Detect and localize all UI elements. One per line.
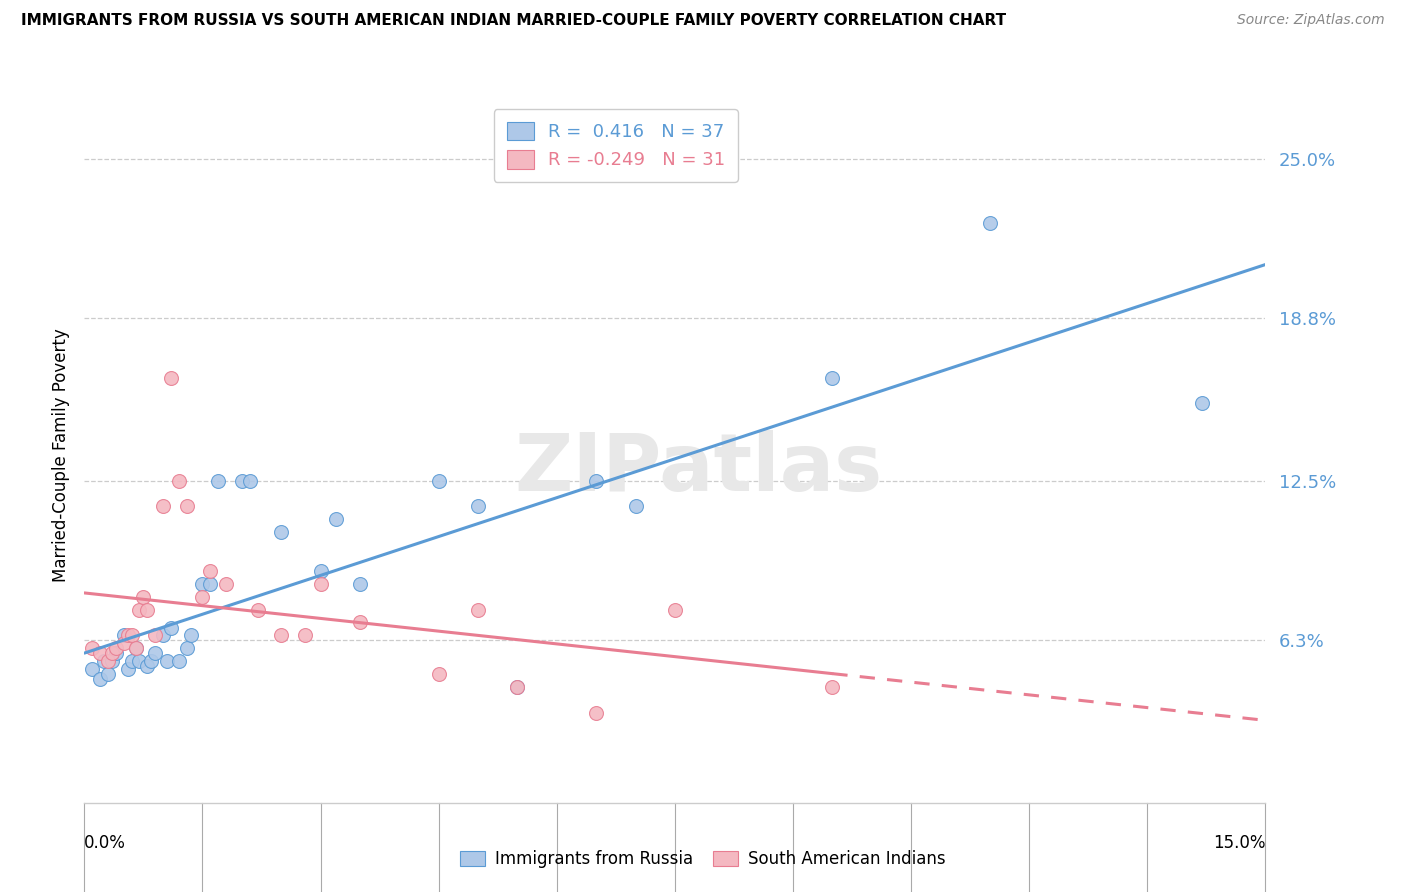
Point xyxy=(128,654,150,668)
Point xyxy=(104,641,127,656)
Point xyxy=(349,615,371,630)
Point xyxy=(117,662,139,676)
Point xyxy=(325,512,347,526)
Point xyxy=(82,641,104,656)
Point xyxy=(167,474,190,488)
Point xyxy=(200,576,222,591)
Y-axis label: Married-Couple Family Poverty: Married-Couple Family Poverty xyxy=(52,328,70,582)
Point xyxy=(979,216,1001,230)
Point xyxy=(207,474,229,488)
Text: 0.0%: 0.0% xyxy=(84,834,127,852)
Point xyxy=(160,370,183,384)
Point xyxy=(1191,396,1213,410)
Point xyxy=(93,654,115,668)
Point xyxy=(176,500,198,514)
Point xyxy=(128,602,150,616)
Point xyxy=(143,646,166,660)
Point xyxy=(167,654,190,668)
Point xyxy=(180,628,202,642)
Point xyxy=(97,667,120,681)
Point xyxy=(215,576,238,591)
Point xyxy=(112,628,135,642)
Point xyxy=(101,646,124,660)
Point xyxy=(624,500,647,514)
Point xyxy=(124,641,146,656)
Point xyxy=(467,500,489,514)
Point xyxy=(467,602,489,616)
Point xyxy=(136,659,159,673)
Point xyxy=(246,602,269,616)
Point xyxy=(89,646,111,660)
Point xyxy=(124,641,146,656)
Text: ZIPatlas: ZIPatlas xyxy=(515,430,883,508)
Point xyxy=(82,662,104,676)
Point xyxy=(121,654,143,668)
Legend: R =  0.416   N = 37, R = -0.249   N = 31: R = 0.416 N = 37, R = -0.249 N = 31 xyxy=(494,109,738,182)
Point xyxy=(239,474,262,488)
Point xyxy=(176,641,198,656)
Point xyxy=(270,525,292,540)
Point xyxy=(152,628,174,642)
Point xyxy=(349,576,371,591)
Point xyxy=(121,628,143,642)
Point xyxy=(506,680,529,694)
Point xyxy=(156,654,179,668)
Text: IMMIGRANTS FROM RUSSIA VS SOUTH AMERICAN INDIAN MARRIED-COUPLE FAMILY POVERTY CO: IMMIGRANTS FROM RUSSIA VS SOUTH AMERICAN… xyxy=(21,13,1007,29)
Point xyxy=(141,654,163,668)
Point xyxy=(585,706,607,720)
Point xyxy=(821,680,844,694)
Point xyxy=(294,628,316,642)
Point xyxy=(309,564,332,578)
Point xyxy=(821,370,844,384)
Point xyxy=(160,621,183,635)
Point xyxy=(427,474,450,488)
Point xyxy=(101,654,124,668)
Point xyxy=(270,628,292,642)
Point xyxy=(191,576,214,591)
Point xyxy=(231,474,253,488)
Point xyxy=(89,672,111,686)
Legend: Immigrants from Russia, South American Indians: Immigrants from Russia, South American I… xyxy=(454,844,952,875)
Point xyxy=(97,654,120,668)
Point xyxy=(132,590,155,604)
Point xyxy=(152,500,174,514)
Point xyxy=(664,602,686,616)
Point xyxy=(309,576,332,591)
Point xyxy=(506,680,529,694)
Text: 15.0%: 15.0% xyxy=(1213,834,1265,852)
Point xyxy=(585,474,607,488)
Point xyxy=(117,628,139,642)
Point xyxy=(143,628,166,642)
Point xyxy=(427,667,450,681)
Point xyxy=(191,590,214,604)
Point xyxy=(104,646,127,660)
Point xyxy=(200,564,222,578)
Text: Source: ZipAtlas.com: Source: ZipAtlas.com xyxy=(1237,13,1385,28)
Point xyxy=(136,602,159,616)
Point xyxy=(112,636,135,650)
